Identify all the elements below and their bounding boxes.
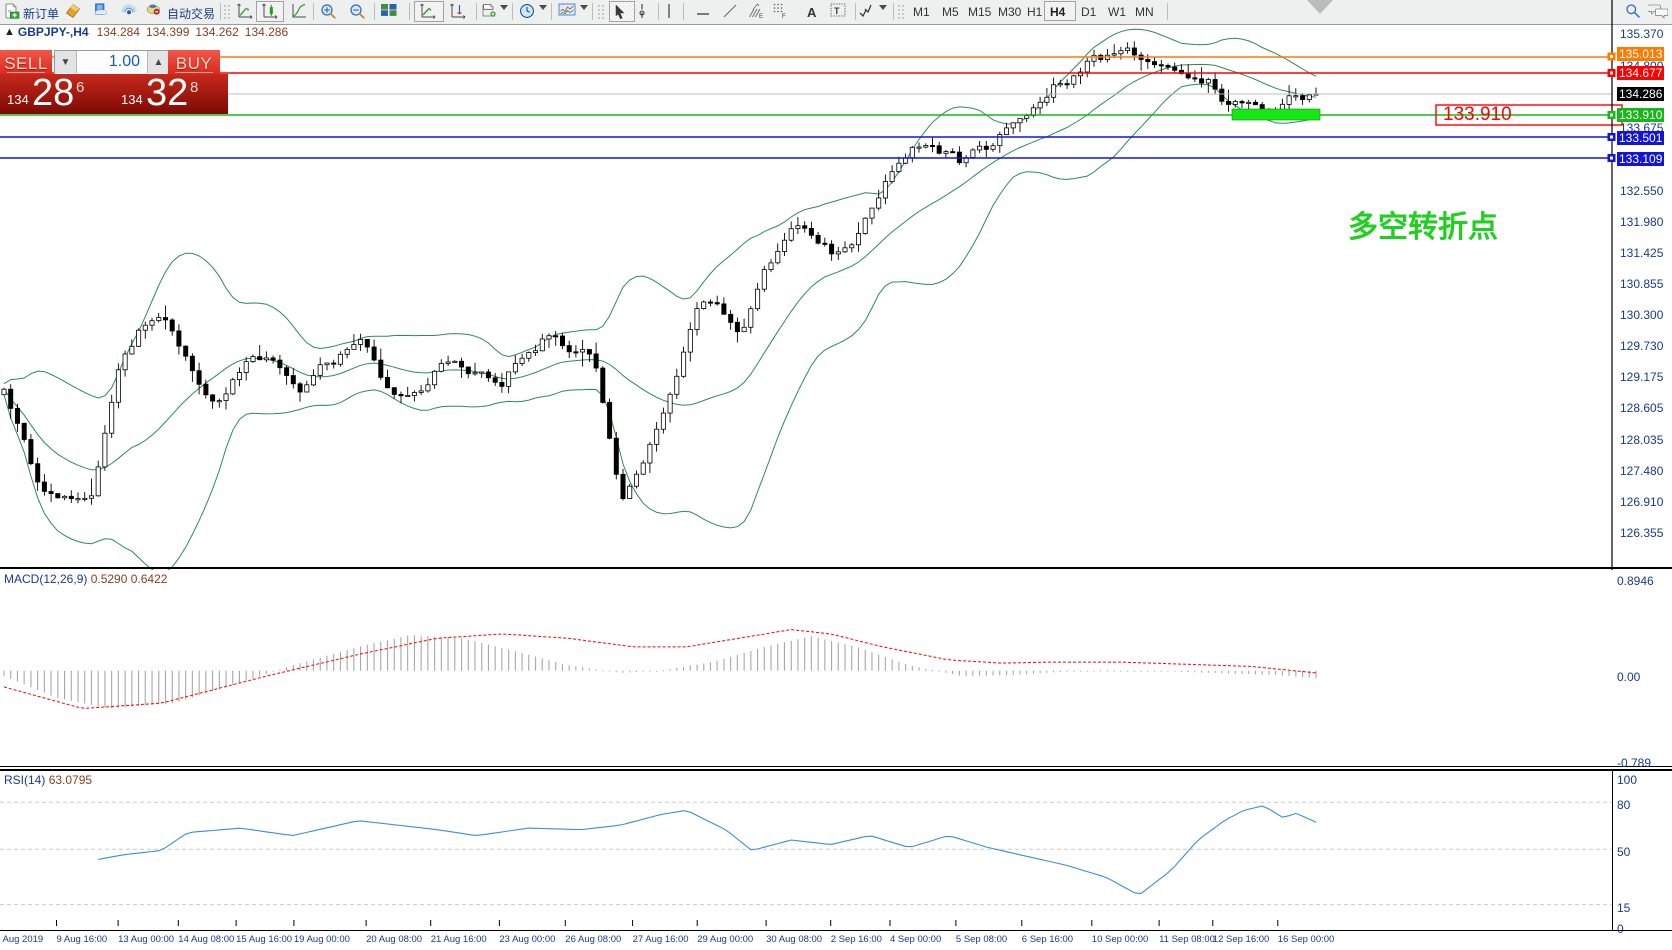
- svg-text:133.910: 133.910: [1443, 104, 1512, 125]
- svg-text:多空转折点: 多空转折点: [1348, 211, 1498, 244]
